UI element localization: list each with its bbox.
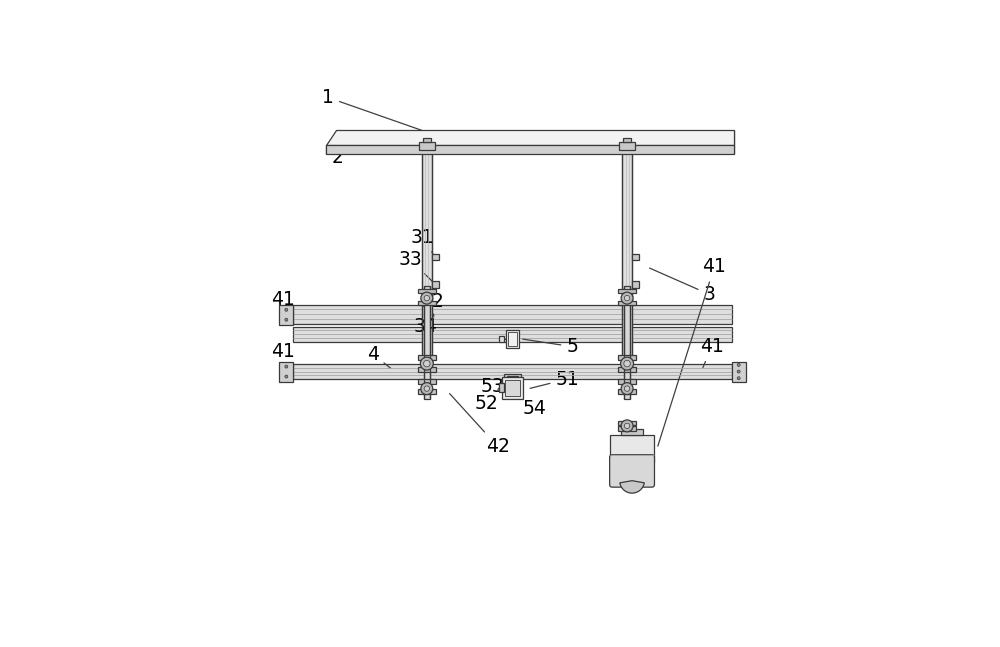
Circle shape [285,309,288,311]
Bar [422,145,432,369]
Bar [632,281,639,288]
Circle shape [737,370,740,373]
Bar [505,380,520,396]
Bar [623,138,631,142]
Bar [610,435,654,462]
Bar [424,285,430,399]
Circle shape [424,296,430,301]
Bar [508,332,517,345]
Text: 2: 2 [331,146,358,167]
Bar [632,254,639,261]
Bar [418,289,436,293]
Text: 33: 33 [398,250,432,281]
Circle shape [421,292,433,304]
Bar [732,362,746,382]
Bar [618,426,636,431]
Bar [418,300,436,305]
Text: 4: 4 [367,345,391,368]
Text: 42: 42 [450,393,509,455]
Text: 51: 51 [530,369,579,389]
Bar [432,254,439,261]
Bar [293,327,732,342]
Bar [432,281,439,288]
Bar [419,142,435,150]
Bar [618,289,636,293]
Circle shape [424,360,430,367]
Bar [622,145,632,369]
Bar [423,138,431,142]
Text: 54: 54 [519,391,547,419]
Text: 41: 41 [658,258,726,446]
Text: 1: 1 [322,88,425,131]
Bar [618,389,636,394]
Circle shape [424,386,430,391]
Bar [502,377,523,399]
Bar [509,377,516,379]
Bar [618,421,636,425]
Circle shape [624,360,630,367]
Bar [279,305,293,325]
Circle shape [737,364,740,366]
Text: 41: 41 [271,342,295,367]
Circle shape [621,382,633,395]
Circle shape [285,318,288,322]
Text: 32: 32 [421,292,445,317]
Bar [618,300,636,305]
Text: 41: 41 [271,290,295,316]
Bar [621,429,643,435]
Bar [506,330,519,347]
Circle shape [285,365,288,368]
Circle shape [420,357,433,370]
Text: 5: 5 [523,337,578,356]
Wedge shape [620,481,644,493]
Bar [507,376,518,382]
Circle shape [624,423,630,428]
Bar [279,362,293,382]
Bar [499,383,504,392]
Circle shape [621,357,634,370]
Bar [418,379,436,384]
Polygon shape [326,130,734,145]
Bar [418,367,436,372]
Bar [499,336,504,342]
Circle shape [737,377,740,380]
Circle shape [621,420,633,432]
Text: 53: 53 [481,377,508,396]
Bar [618,367,636,372]
Bar [624,285,630,399]
Bar [418,355,436,360]
Circle shape [621,292,633,304]
Bar [293,305,732,324]
Bar [293,364,732,379]
Text: 3: 3 [650,268,715,304]
FancyBboxPatch shape [610,455,654,487]
Circle shape [624,296,630,301]
Polygon shape [326,145,734,154]
Bar [618,379,636,384]
Bar [618,355,636,360]
Bar [418,389,436,394]
Bar [619,142,635,150]
Circle shape [421,382,433,395]
Text: 41: 41 [700,337,724,367]
Bar [504,374,521,384]
Text: 31: 31 [411,228,435,254]
Circle shape [624,386,630,391]
Circle shape [285,375,288,378]
Text: 34: 34 [413,317,437,359]
Text: 52: 52 [474,378,507,413]
